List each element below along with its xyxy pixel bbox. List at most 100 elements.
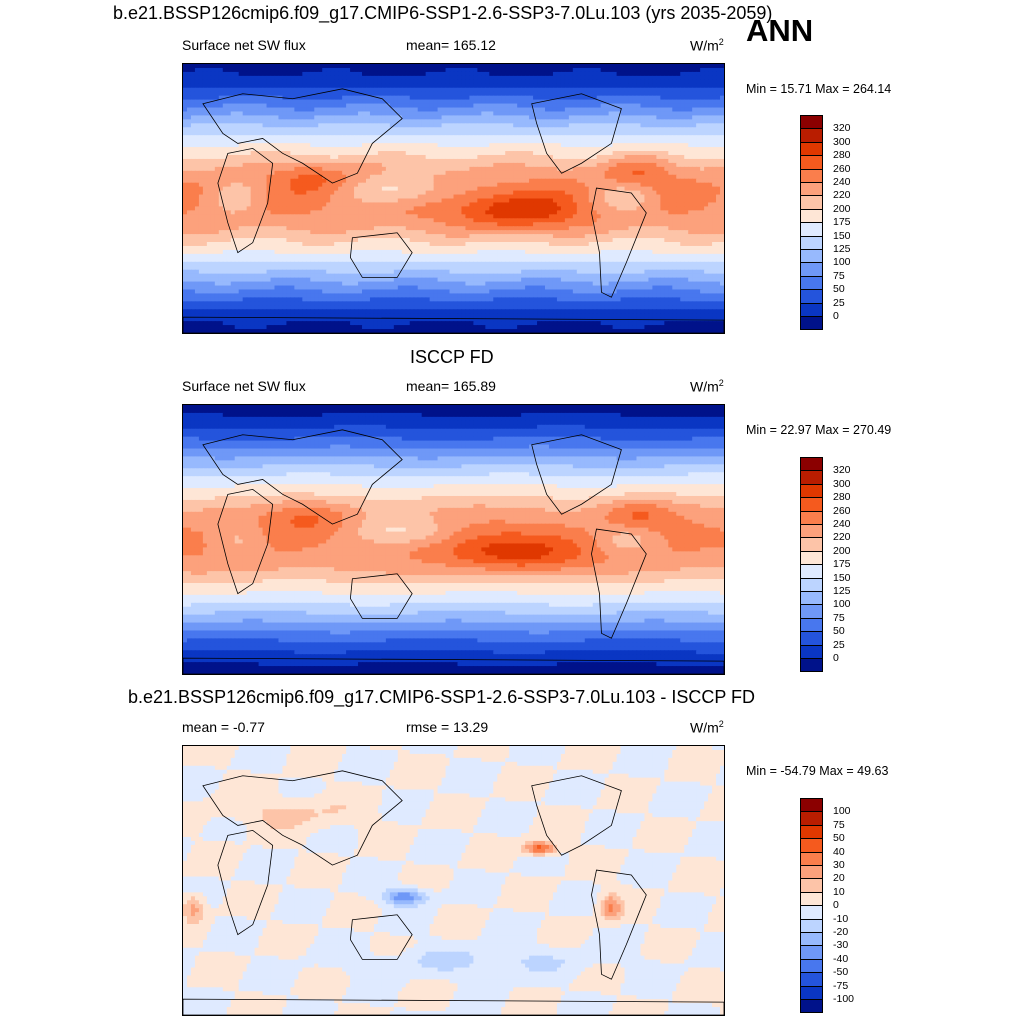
field-cell [513, 158, 518, 164]
field-cell [652, 83, 657, 89]
field-cell [668, 123, 673, 128]
field-cell [485, 119, 490, 124]
field-cell [238, 162, 244, 168]
field-cell [584, 186, 590, 192]
field-cell [421, 174, 427, 180]
field-cell [541, 174, 546, 180]
field-cell [720, 154, 724, 160]
field-cell [537, 170, 542, 176]
field-cell [584, 190, 590, 196]
field-cell [509, 162, 514, 168]
field-cell [306, 103, 311, 109]
field-cell [417, 64, 423, 69]
field-cell [640, 174, 646, 180]
field-cell [334, 158, 339, 164]
field-cell [214, 139, 220, 144]
field-cell [306, 162, 311, 168]
field-cell [322, 127, 327, 132]
field-cell [517, 99, 522, 105]
field-cell [206, 87, 212, 93]
field-cell [342, 123, 347, 128]
field-cell [401, 115, 407, 120]
field-cell [668, 194, 673, 200]
field-cell [592, 127, 598, 132]
field-cell [286, 194, 292, 200]
field-cell [306, 91, 311, 97]
field-cell [310, 162, 315, 168]
field-cell [548, 147, 554, 152]
field-cell [270, 115, 276, 120]
field-cell [405, 151, 411, 156]
field-cell [584, 79, 590, 85]
field-cell [600, 182, 606, 188]
field-cell [389, 91, 395, 97]
field-cell [541, 182, 546, 188]
field-cell [262, 162, 268, 168]
field-cell [636, 79, 642, 85]
field-cell [202, 135, 208, 140]
field-cell [692, 107, 697, 113]
field-cell [278, 198, 284, 204]
field-cell [584, 87, 590, 93]
field-cell [401, 75, 407, 81]
field-cell [672, 75, 677, 81]
field-cell [481, 71, 486, 77]
field-cell [449, 182, 455, 188]
field-cell [457, 103, 463, 109]
field-cell [290, 71, 295, 77]
field-cell [624, 151, 630, 156]
field-cell [433, 178, 439, 184]
field-cell [644, 127, 650, 132]
field-cell [373, 91, 379, 97]
field-cell [314, 135, 319, 140]
field-cell [548, 107, 554, 113]
field-cell [612, 83, 618, 89]
field-cell [556, 123, 562, 128]
field-cell [529, 206, 534, 211]
field-cell [437, 111, 443, 117]
field-cell [389, 67, 395, 73]
field-cell [664, 99, 669, 105]
field-cell [596, 135, 602, 140]
field-cell [513, 91, 518, 97]
field-cell [234, 154, 240, 160]
field-cell [485, 139, 490, 144]
field-cell [183, 87, 188, 93]
field-cell [465, 194, 471, 200]
field-cell [592, 131, 598, 136]
field-cell [632, 87, 638, 93]
field-cell [266, 83, 272, 89]
field-cell [210, 198, 216, 204]
field-cell [441, 206, 447, 211]
field-cell [525, 83, 530, 89]
field-cell [234, 87, 240, 93]
field-cell [676, 182, 681, 188]
field-cell [660, 119, 665, 124]
field-cell [692, 186, 697, 192]
field-cell [389, 95, 395, 101]
field-cell [294, 75, 299, 81]
field-cell [186, 135, 192, 140]
field-cell [529, 135, 534, 140]
field-cell [218, 87, 224, 93]
field-cell [473, 143, 478, 148]
field-cell [636, 91, 642, 97]
field-cell [588, 182, 594, 188]
field-cell [373, 178, 379, 184]
field-cell [282, 131, 288, 136]
field-cell [485, 154, 490, 160]
field-cell [369, 158, 375, 164]
field-cell [632, 154, 638, 160]
field-cell [513, 99, 518, 105]
field-cell [712, 202, 717, 208]
field-cell [481, 202, 486, 208]
field-cell [716, 107, 721, 113]
field-cell [696, 143, 701, 148]
field-cell [226, 91, 232, 97]
field-cell [481, 162, 486, 168]
field-cell [278, 131, 284, 136]
field-cell [600, 154, 606, 160]
field-cell [322, 166, 327, 172]
field-cell [214, 186, 220, 192]
field-cell [362, 166, 367, 172]
